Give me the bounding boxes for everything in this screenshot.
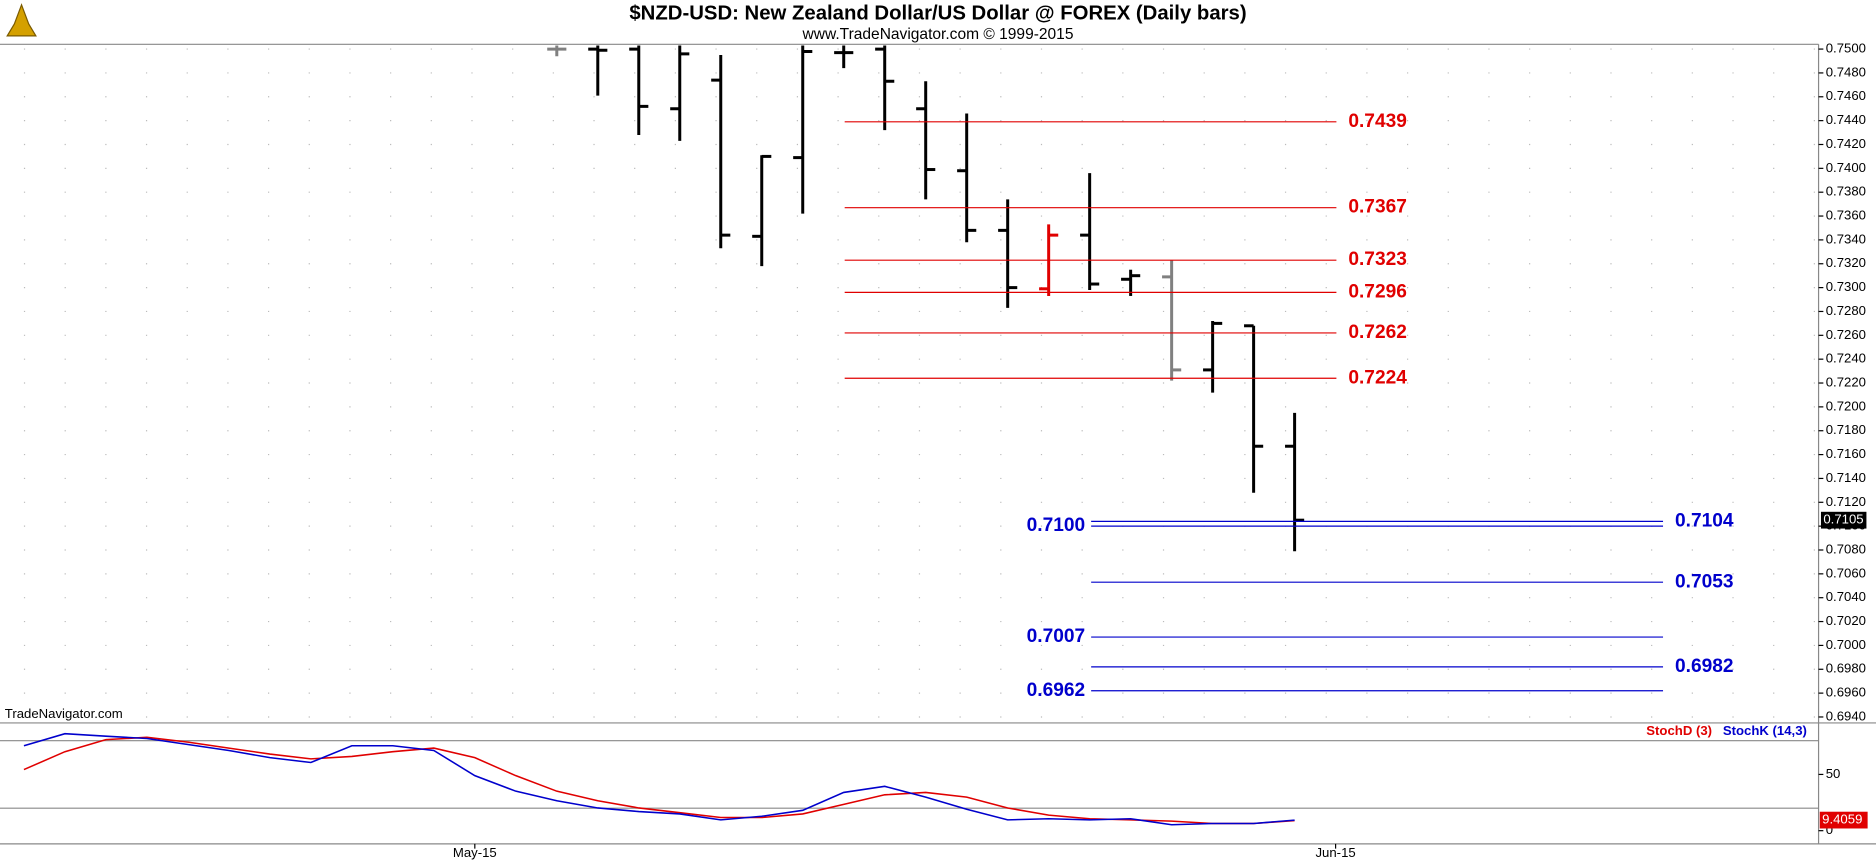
stoch-line <box>23 736 1295 825</box>
y-tick-label: 0.6940 <box>1826 708 1866 723</box>
value-label: 9.4059 <box>1822 812 1862 827</box>
y-tick-label: 0.7500 <box>1826 41 1866 56</box>
y-tick-label: 0.7260 <box>1826 327 1866 342</box>
y-tick-label: 0.7280 <box>1826 303 1866 318</box>
legend-entry: StochK (14,3) <box>1723 723 1807 738</box>
bars <box>547 45 1305 552</box>
legend-entry: StochD (3) <box>1646 723 1712 738</box>
y-tick-label: 0.7340 <box>1826 231 1866 246</box>
y-tick-label: 0.7440 <box>1826 112 1866 127</box>
y-tick-label: 0.7220 <box>1826 374 1866 389</box>
last-price-label: 0.7105 <box>1823 512 1863 527</box>
level-label: 0.7262 <box>1348 322 1406 343</box>
y-tick-label: 0.7320 <box>1826 255 1866 270</box>
value-box <box>1819 811 1868 829</box>
y-tick-label: 0.6960 <box>1826 685 1866 700</box>
level-label: 0.7100 <box>1027 515 1085 536</box>
y-tick-label: 0.7480 <box>1826 64 1866 79</box>
chart-title: $NZD-USD: New Zealand Dollar/US Dollar @… <box>629 3 1246 25</box>
y-tick-label: 0.7240 <box>1826 351 1866 366</box>
level-label: 0.6962 <box>1027 680 1085 701</box>
logo <box>6 3 37 37</box>
y-tick-label: 0.7040 <box>1826 589 1866 604</box>
y-tick-label: 0.7200 <box>1826 398 1866 413</box>
y-tick-label: 0.7460 <box>1826 88 1866 103</box>
y-tick-label: 0.7000 <box>1826 637 1866 652</box>
y-tick-label: 0.7400 <box>1826 160 1866 175</box>
level-label: 0.7224 <box>1348 367 1407 388</box>
y-tick-label: 0.7380 <box>1826 184 1866 199</box>
level-label: 0.7104 <box>1675 510 1734 531</box>
level-label: 0.7323 <box>1348 249 1406 270</box>
subtitle: www.TradeNavigator.com © 1999-2015 <box>802 26 1074 43</box>
y-tick-label: 0.7020 <box>1826 613 1866 628</box>
y-tick-label: 0.7420 <box>1826 136 1866 151</box>
last-price-box <box>1820 511 1867 529</box>
level-label: 0.7053 <box>1675 571 1733 592</box>
level-label: 0.7439 <box>1348 111 1406 132</box>
y-tick-label: 0.7360 <box>1826 208 1866 223</box>
level-label: 0.7367 <box>1348 197 1406 218</box>
level-label: 0.6982 <box>1675 656 1733 677</box>
x-tick-label: May-15 <box>453 845 497 860</box>
y-tick-label: 0.6980 <box>1826 661 1866 676</box>
y-tick-label: 0.7060 <box>1826 565 1866 580</box>
stoch-line <box>23 732 1295 826</box>
y-tick-label: 0.7180 <box>1826 422 1866 437</box>
level-label: 0.7296 <box>1348 281 1406 302</box>
level-label: 0.7007 <box>1027 626 1085 647</box>
x-tick-label: Jun-15 <box>1315 845 1355 860</box>
y-tick-label: 50 <box>1826 766 1841 781</box>
y-tick-label: 0.7140 <box>1826 470 1866 485</box>
y-tick-label: 0.7160 <box>1826 446 1866 461</box>
y-tick-label: 0.7120 <box>1826 494 1866 509</box>
y-tick-label: 0.7300 <box>1826 279 1866 294</box>
watermark: TradeNavigator.com <box>5 706 123 721</box>
y-tick-label: 0.7080 <box>1826 541 1866 556</box>
y-tick-label: 0 <box>1826 822 1833 837</box>
